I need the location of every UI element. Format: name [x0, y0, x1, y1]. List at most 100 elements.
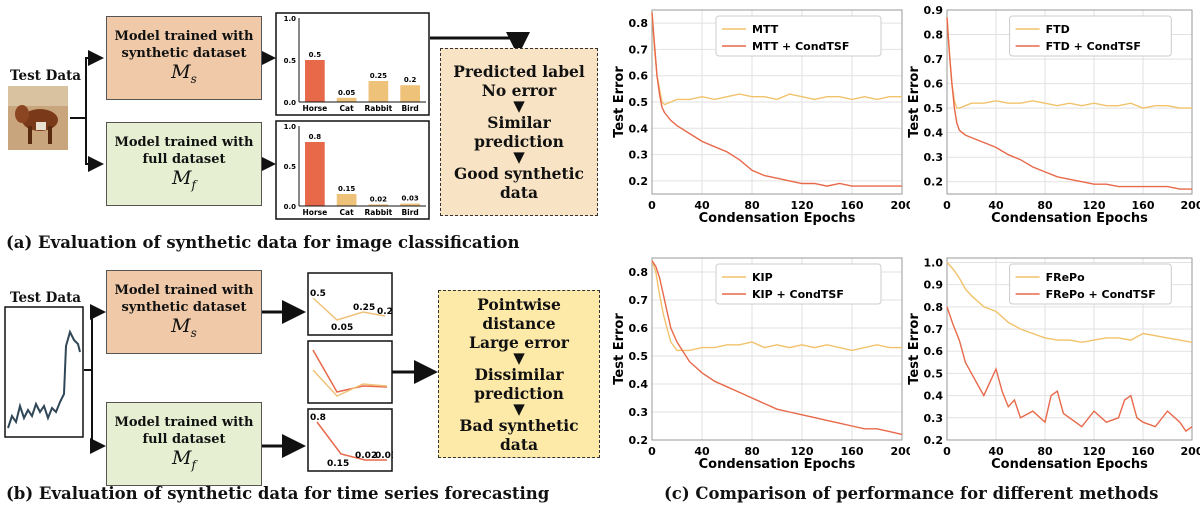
full-label-0: 0.8 — [310, 413, 326, 423]
x-tick-label: 80 — [1037, 445, 1053, 458]
legend-label: KIP — [752, 271, 773, 284]
syn-label-0: 0.5 — [310, 289, 326, 299]
full-label-2: 0.02 — [355, 451, 377, 461]
model-syn-symbol: Ms — [171, 61, 197, 86]
y-tick-label: 0.3 — [629, 149, 649, 162]
x-axis-label: Condensation Epochs — [991, 457, 1148, 472]
legend-box — [715, 15, 882, 57]
syn-label-1: 0.05 — [331, 323, 353, 333]
full-label-3: 0.03 — [375, 451, 393, 461]
syn-forecast-plot: 0.5 0.05 0.25 0.2 — [307, 272, 393, 336]
x-tick-label: 40 — [694, 199, 710, 212]
x-tick-label: 160 — [1132, 445, 1155, 458]
bar-category-label: Rabbit — [365, 104, 393, 113]
caption-b: (b) Evaluation of synthetic data for tim… — [6, 484, 550, 503]
model-syn-line1-b: Model trained with — [114, 283, 254, 299]
y-tick-label: 0.6 — [924, 345, 944, 358]
x-tick-label: 120 — [791, 199, 814, 212]
bar-category-label: Cat — [340, 104, 355, 113]
model-full-symbol: Mf — [172, 167, 196, 192]
result-line-3: Similar prediction — [474, 113, 564, 151]
y-tick-label: 0.5 — [284, 57, 297, 65]
legend-label: FTD — [1046, 23, 1070, 36]
y-axis-label: Test Error — [612, 313, 627, 385]
x-tick-label: 160 — [841, 445, 864, 458]
result-box-good: Predicted label No error ▼ Similar predi… — [440, 48, 598, 216]
y-tick-label: 0.0 — [284, 203, 297, 211]
y-tick-label: 0.2 — [924, 176, 944, 189]
bar-value-label: 0.02 — [370, 195, 387, 203]
legend-box — [1009, 263, 1172, 305]
full-label-1: 0.15 — [327, 459, 349, 469]
y-axis-label: Test Error — [907, 66, 922, 138]
x-tick-label: 200 — [891, 445, 910, 458]
y-tick-label: 0.5 — [629, 350, 649, 363]
y-tick-label: 0.8 — [924, 301, 944, 314]
x-tick-label: 120 — [1083, 445, 1106, 458]
plot-frame — [946, 9, 1193, 195]
bar-value-label: 0.15 — [338, 185, 355, 193]
x-tick-label: 160 — [841, 199, 864, 212]
bar — [336, 194, 357, 206]
down-arrow-icon: ▼ — [513, 348, 525, 367]
x-tick-label: 0 — [943, 445, 951, 458]
bar-value-label: 0.03 — [401, 195, 418, 203]
y-tick-label: 1.0 — [924, 256, 944, 269]
model-full-symbol-b: Mf — [172, 447, 196, 472]
model-syn-symbol-b: Ms — [171, 315, 197, 340]
result-line-4: Good synthetic — [454, 164, 584, 183]
connectors-b — [84, 300, 438, 458]
full-forecast-plot: 0.8 0.15 0.02 0.03 — [307, 408, 393, 472]
y-tick-label: 0.5 — [924, 367, 944, 380]
result-b-line-5: Bad synthetic data — [459, 415, 579, 454]
x-tick-label: 120 — [791, 445, 814, 458]
y-tick-label: 0.5 — [629, 96, 649, 109]
series-line-0 — [946, 17, 1192, 109]
line-chart-ftd: 0.2 0.3 0.4 0.5 0.6 0.7 0.8 0.9 0 40 80 120 160 200 FT… — [907, 4, 1200, 226]
y-tick-label: 0.9 — [924, 4, 944, 17]
model-synthetic-box: Model trained with synthetic dataset Ms — [106, 16, 262, 100]
result-line-1: Predicted label — [453, 62, 585, 81]
y-tick-label: 0.2 — [924, 434, 944, 447]
x-tick-label: 40 — [694, 445, 710, 458]
series-line-0 — [651, 260, 902, 352]
model-full-line2: full dataset — [142, 152, 226, 168]
y-tick-label: 0.4 — [924, 390, 944, 403]
result-b-line-1: Pointwise distance — [477, 294, 561, 333]
result-line-5: data — [499, 183, 539, 202]
result-line-2: No error — [481, 81, 557, 100]
overlay-forecast-plot — [307, 340, 393, 404]
y-tick-label: 0.7 — [924, 53, 944, 66]
bar — [305, 60, 325, 102]
y-tick-label: 0.3 — [924, 412, 944, 425]
x-tick-label: 0 — [648, 445, 656, 458]
x-tick-label: 0 — [943, 199, 951, 212]
syn-label-2: 0.25 — [353, 303, 375, 313]
model-full-line2-b: full dataset — [142, 432, 226, 448]
x-tick-label: 0 — [648, 199, 656, 212]
x-axis-label: Condensation Epochs — [699, 211, 856, 226]
series-line-0 — [651, 12, 902, 106]
bar-category-label: Bird — [401, 208, 418, 217]
series-line-0 — [946, 261, 1193, 344]
legend-label: FRePo + CondTSF — [1046, 288, 1156, 301]
bar-value-label: 0.05 — [338, 89, 355, 97]
y-tick-label: 0.8 — [629, 266, 649, 279]
x-axis-label: Condensation Epochs — [699, 457, 856, 472]
bar — [400, 85, 420, 102]
bar — [336, 97, 357, 102]
legend-label: MTT + CondTSF — [752, 40, 849, 53]
y-tick-label: 0.8 — [924, 29, 944, 42]
legend-label: MTT — [752, 23, 779, 36]
bar — [368, 204, 389, 206]
y-tick-label: 0.7 — [924, 323, 944, 336]
y-tick-label: 0.4 — [629, 122, 649, 135]
y-tick-label: 0.6 — [629, 70, 649, 83]
model-full-box-b: Model trained with full dataset Mf — [106, 402, 262, 486]
y-tick-label: 0.8 — [629, 17, 649, 30]
bar-chart-full: 0.0 0.5 1.0 0.8 Horse 0.15 Cat 0.02 Rabbit 0.03 Bi… — [275, 120, 430, 220]
line-chart-mtt: 0.2 0.3 0.4 0.5 0.6 0.7 0.8 0 40 80 120 160 200 MTT MT… — [612, 9, 910, 226]
line-chart-frepo: 0.2 0.3 0.4 0.5 0.6 0.7 0.8 0.9 1.0 0 40 80 120 160 20… — [907, 256, 1200, 472]
x-axis-label: Condensation Epochs — [991, 211, 1148, 226]
y-tick-label: 0.6 — [924, 78, 944, 91]
